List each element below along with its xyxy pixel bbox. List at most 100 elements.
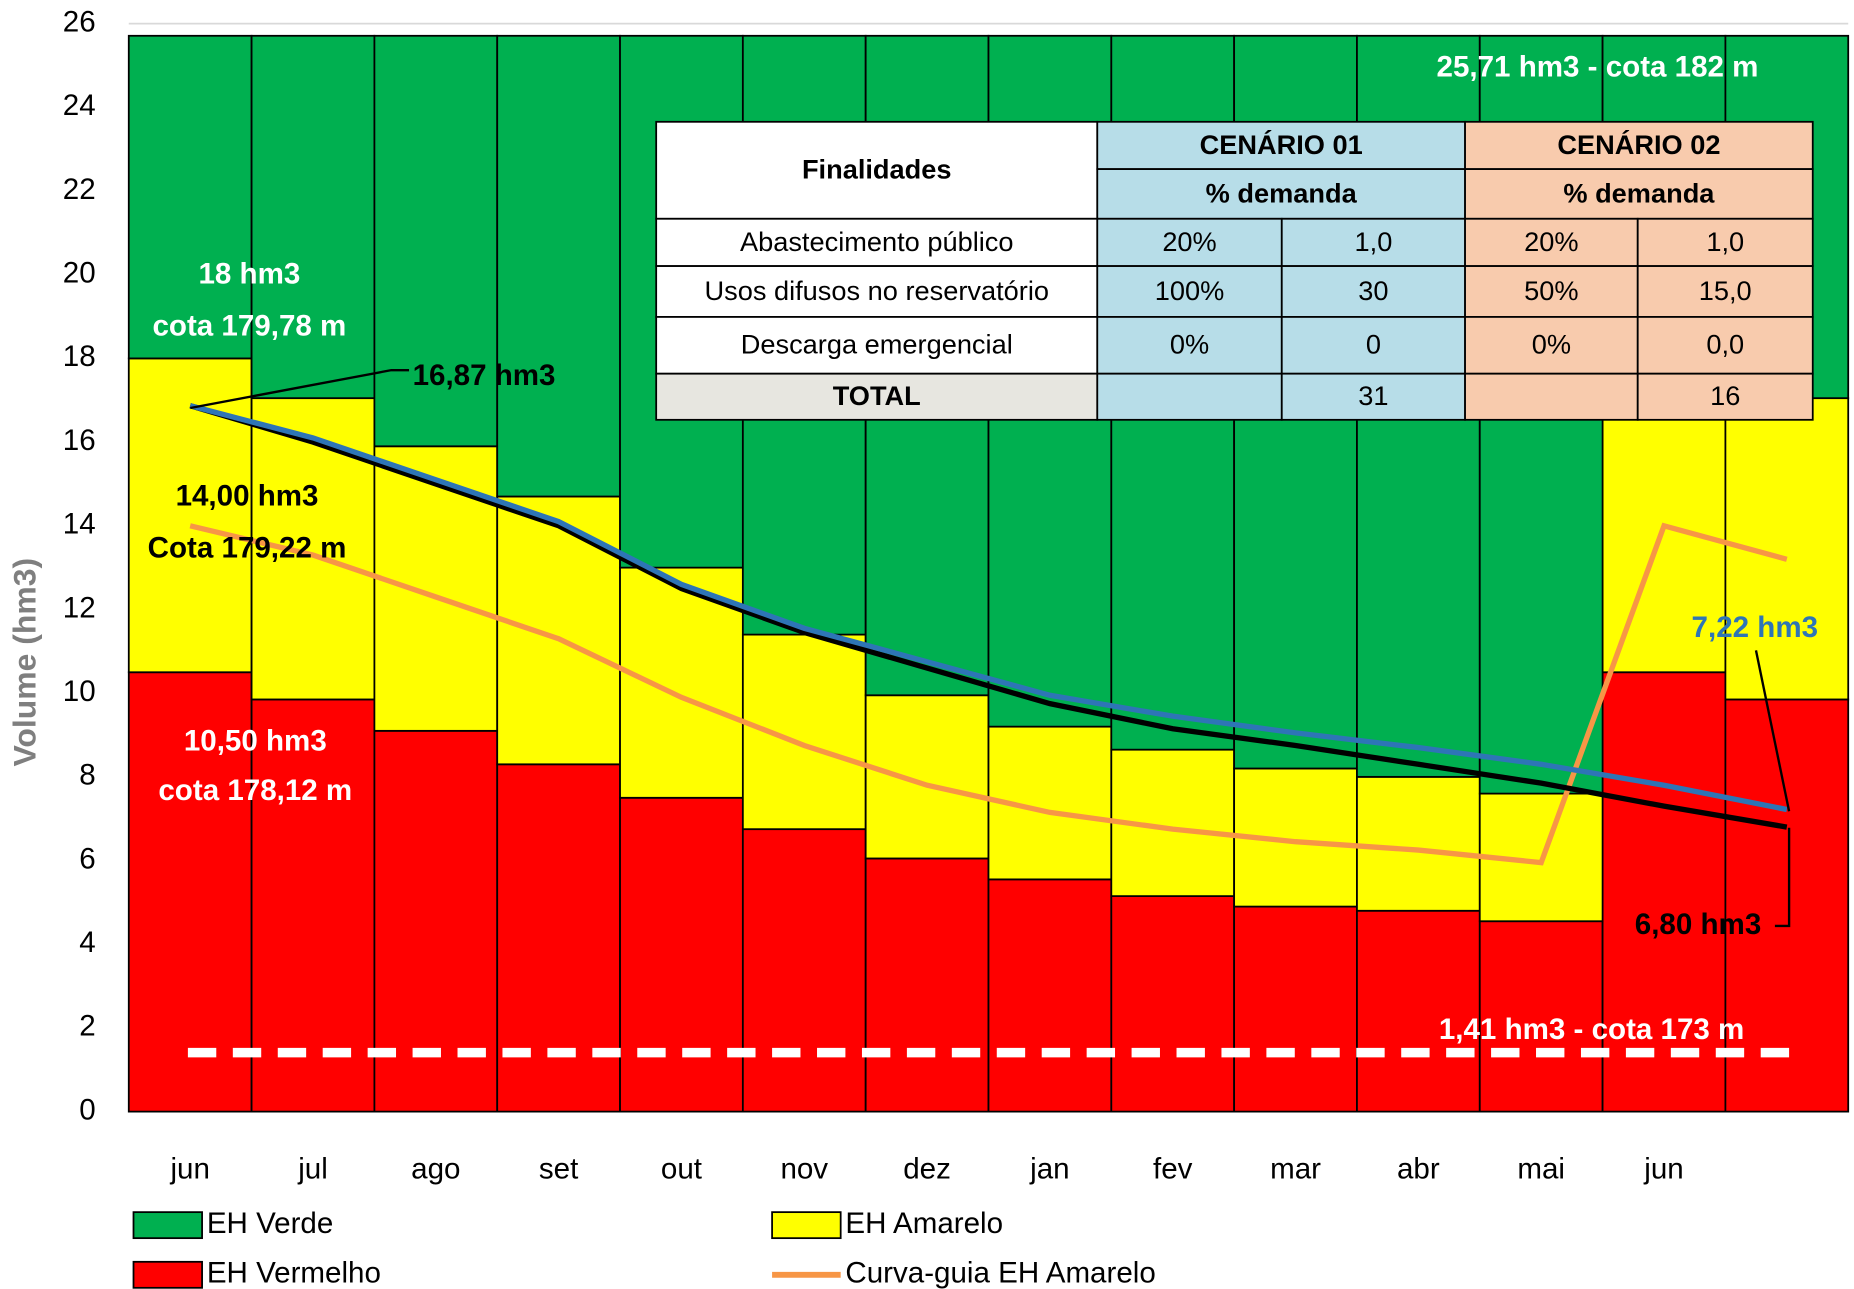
table-cell	[1096, 265, 1283, 318]
table-cell	[1280, 217, 1466, 267]
reference-label: 1,41 hm3 - cota 173 m	[1439, 1013, 1744, 1046]
table-text: % demanda	[1206, 177, 1358, 208]
pointer-line	[1754, 650, 1791, 812]
x-tick-label: mar	[1270, 1153, 1321, 1186]
x-tick-label: jul	[297, 1153, 328, 1186]
legend-label: EH Vermelho	[207, 1257, 381, 1289]
table-text: 31	[1358, 380, 1388, 411]
y-tick-label: 24	[63, 89, 96, 122]
bar-segment	[864, 857, 990, 1113]
table-text: 1,0	[1706, 226, 1744, 257]
y-tick-label: 26	[63, 5, 96, 38]
y-tick-label: 10	[63, 675, 96, 708]
bar-segment	[741, 633, 867, 831]
annotation: 6,80 hm3	[1635, 908, 1761, 941]
bar-segment	[1356, 775, 1481, 912]
table-text: 16	[1710, 380, 1740, 411]
bar-segment	[496, 763, 621, 1113]
table-cell	[1464, 120, 1814, 170]
x-tick-label: set	[539, 1153, 578, 1186]
annotation: 16,87 hm3	[413, 359, 556, 392]
annotation: 25,71 hm3 - cota 182 m	[1437, 50, 1759, 83]
bar-segment	[987, 878, 1113, 1113]
y-tick-label: 12	[63, 591, 96, 624]
x-tick-label: out	[661, 1153, 702, 1186]
volume-line	[189, 403, 1788, 830]
table-text: 0,0	[1706, 329, 1744, 360]
annotation: Cota 179,22 m	[148, 532, 347, 565]
y-tick-label: 22	[63, 173, 96, 206]
table-text: Usos difusos no reservatório	[704, 275, 1049, 306]
annotation: cota 179,78 m	[152, 309, 346, 342]
table-cell	[1464, 168, 1814, 220]
bar-segment	[1356, 909, 1481, 1113]
table-cell	[1636, 372, 1814, 421]
bar-segment	[127, 34, 253, 360]
x-tick-label: jun	[1643, 1153, 1683, 1186]
bar-segment	[1601, 671, 1727, 1113]
table-text: 0%	[1532, 329, 1571, 360]
bar-segment	[619, 796, 744, 1113]
bar-segment	[496, 34, 621, 498]
table-text: Abastecimento público	[740, 226, 1014, 257]
table-text: % demanda	[1563, 177, 1715, 208]
bar-segment	[1724, 698, 1850, 1113]
table-text: CENÁRIO 01	[1200, 129, 1363, 160]
bar-segment	[373, 445, 499, 732]
table-text: 20%	[1162, 226, 1216, 257]
annotation: cota 178,12 m	[158, 774, 352, 807]
volume-line	[189, 403, 1788, 813]
legend-label: EH Amarelo	[845, 1207, 1003, 1240]
table-text: TOTAL	[833, 380, 921, 411]
table-cell	[1636, 316, 1814, 375]
x-tick-label: jan	[1029, 1153, 1069, 1186]
bar-segment	[864, 694, 990, 860]
bar-segment	[127, 357, 253, 674]
table-cell	[1464, 217, 1639, 267]
table: Finalidades CENÁRIO 01 % demanda CENÁRIO 02…	[655, 120, 1814, 421]
annotation: 14,00 hm3	[176, 480, 319, 513]
table-cell	[1636, 217, 1814, 267]
annotation: 18 hm3	[198, 257, 300, 290]
y-tick-label: 6	[79, 842, 95, 875]
legend-swatch	[132, 1260, 203, 1289]
legend-swatch	[132, 1211, 203, 1240]
table-text: Descarga emergencial	[741, 329, 1013, 360]
annotation: 10,50 hm3	[184, 724, 327, 757]
bar-segment	[741, 828, 867, 1113]
y-tick-label: 18	[63, 340, 96, 373]
y-tick-label: 2	[79, 1010, 95, 1043]
x-tick-label: mai	[1517, 1153, 1565, 1186]
y-tick-label: 0	[79, 1093, 95, 1126]
bar-segment	[1233, 905, 1358, 1113]
x-tick-label: fev	[1153, 1153, 1193, 1186]
bar-segment	[373, 34, 499, 448]
bar-segment	[127, 671, 253, 1113]
x-tick-label: ago	[411, 1153, 460, 1186]
table-text: 30	[1358, 275, 1388, 306]
table-text: 1,0	[1355, 226, 1393, 257]
legend-swatch	[771, 1211, 842, 1240]
table-text: CENÁRIO 02	[1557, 129, 1720, 160]
legend-label: EH Verde	[207, 1207, 333, 1240]
table-cell	[1096, 316, 1283, 375]
guide-curve	[189, 522, 1788, 866]
bar-segment	[250, 698, 376, 1113]
bar-segment	[250, 397, 376, 701]
legend-label: Curva-guia EH Amarelo	[845, 1257, 1155, 1289]
y-tick-label: 16	[63, 424, 96, 457]
y-tick-label: 4	[79, 926, 95, 959]
table-text: 20%	[1524, 226, 1578, 257]
table-cell	[655, 372, 1099, 421]
table-text: Finalidades	[802, 154, 952, 185]
pointer-line	[1774, 827, 1791, 928]
table-text: 50%	[1524, 275, 1578, 306]
legend: EH Vermelho EH Amarelo EH Verde Curva-guia …	[132, 1207, 1156, 1289]
annotation: 7,22 hm3	[1692, 611, 1818, 644]
x-tick-label: dez	[903, 1153, 951, 1186]
table-text: 15,0	[1699, 275, 1752, 306]
y-tick-label: 20	[63, 257, 96, 290]
table-cell	[1096, 372, 1283, 421]
